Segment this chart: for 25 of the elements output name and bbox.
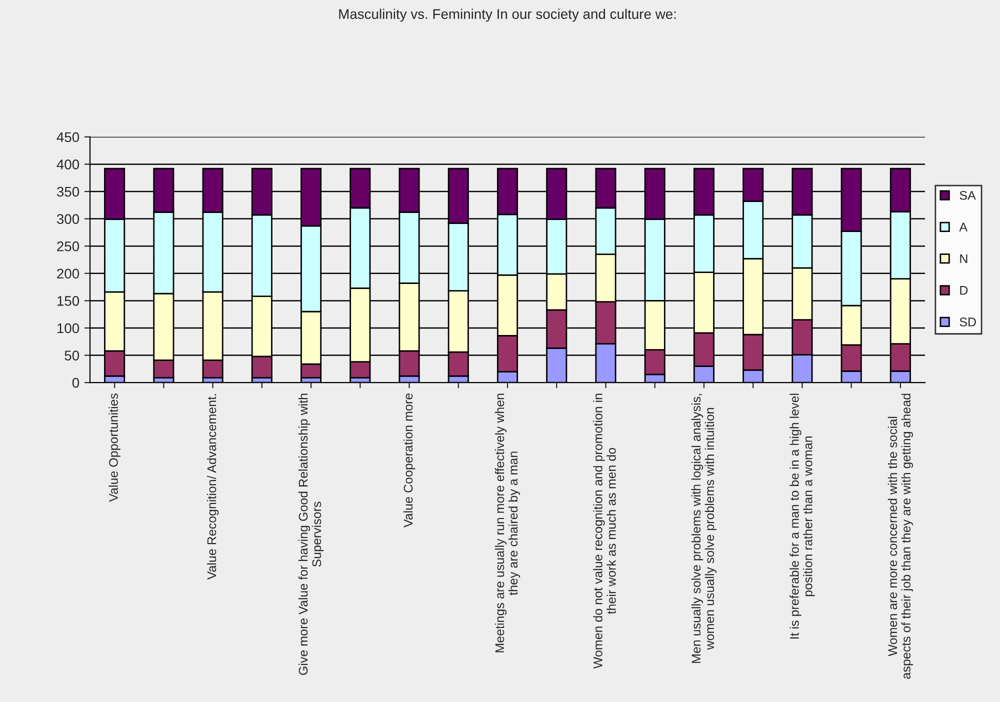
x-tick-label: Value Recognition/ Advancement. (206, 394, 219, 580)
y-tick-label: 200 (57, 268, 80, 279)
legend-label: SA (960, 190, 976, 200)
x-tick-label: Value Opportunities (108, 393, 120, 502)
y-tick-label: 450 (56, 132, 80, 142)
legend-label: N (960, 254, 968, 263)
y-tick-label: 50 (64, 350, 80, 360)
legend-label: A (959, 222, 968, 232)
legend-label: SD (960, 318, 976, 326)
y-tick-label: 300 (56, 214, 80, 224)
y-tick-label: 150 (57, 296, 80, 306)
x-tick-label: Meetings are usually run more effectively when they are chaired by a man (494, 394, 520, 652)
y-tick-label: 0 (72, 378, 80, 388)
x-tick-label: Men usually solve problems with logical analysis, women usually solve problems with intuition (691, 394, 717, 663)
x-tick-label: Give more Value for having Good Relationship with Supervisors (298, 394, 324, 675)
x-tick-label: Women do not value recognition and promotion in their work as much as men do (593, 394, 616, 669)
y-tick-label: 400 (56, 160, 80, 170)
x-tick-label: It is preferable for a man to be in a high level position rather than a woman (790, 394, 815, 638)
x-tick-label: Value Cooperation more (403, 394, 416, 528)
chart-title: Masculinity vs. Femininty In our society and culture we: (339, 8, 676, 22)
legend-label: D (960, 286, 968, 295)
y-tick-label: 350 (56, 186, 80, 197)
x-tick-label: Women are more concerned with the social aspects of their job than they are with getting ahead (888, 394, 913, 679)
y-tick-label: 250 (57, 241, 80, 252)
y-tick-label: 100 (57, 323, 80, 334)
